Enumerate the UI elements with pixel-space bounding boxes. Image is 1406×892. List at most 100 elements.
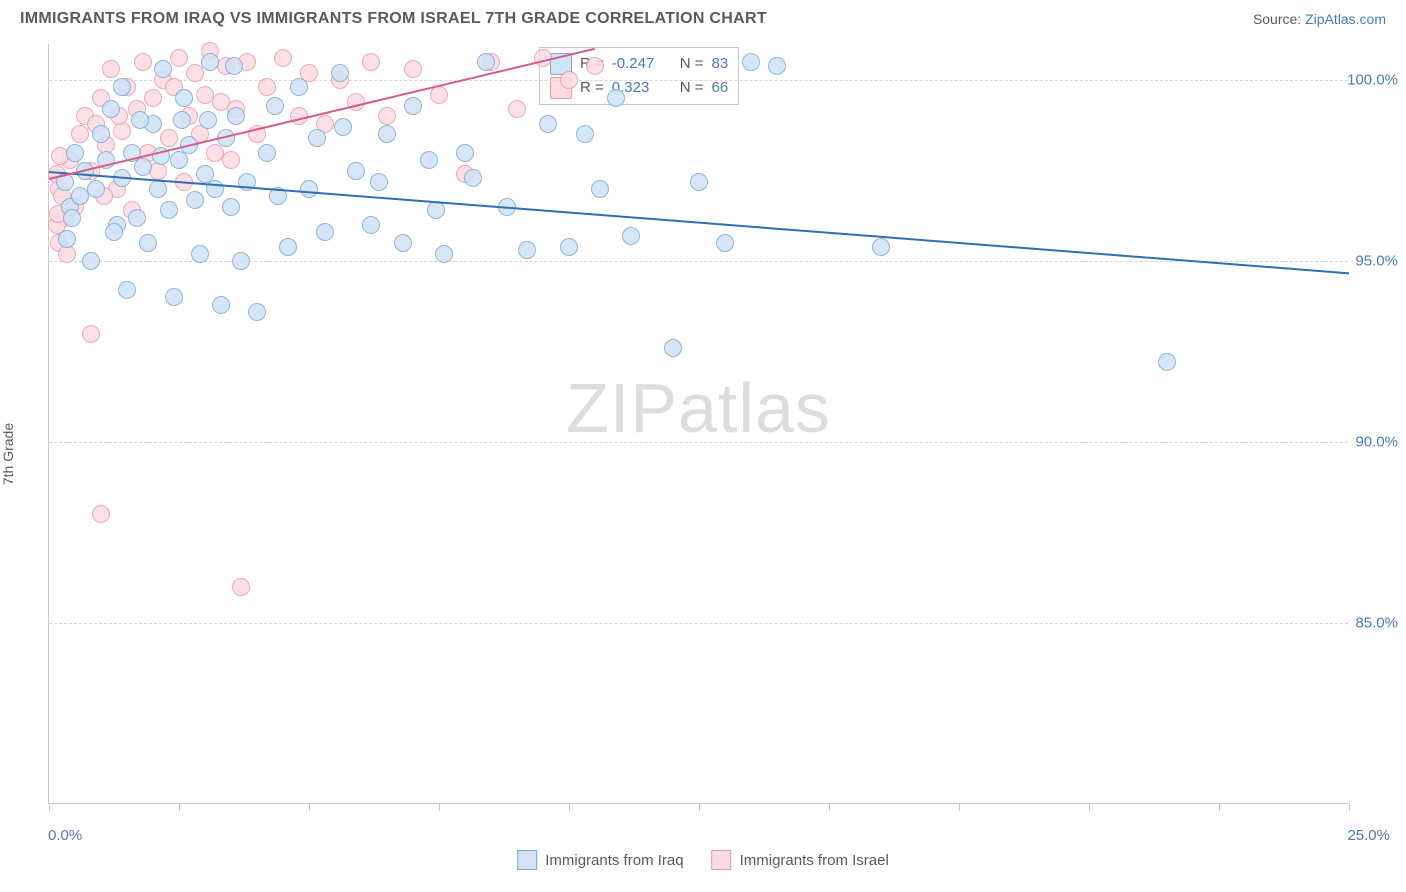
data-point	[58, 230, 76, 248]
gridline	[49, 442, 1348, 443]
data-point	[71, 125, 89, 143]
data-point	[134, 158, 152, 176]
data-point	[144, 89, 162, 107]
watermark: ZIPatlas	[566, 368, 831, 448]
data-point	[435, 245, 453, 263]
data-point	[131, 111, 149, 129]
data-point	[102, 60, 120, 78]
chart-title: IMMIGRANTS FROM IRAQ VS IMMIGRANTS FROM …	[20, 10, 767, 28]
data-point	[1158, 353, 1176, 371]
data-point	[560, 71, 578, 89]
legend-label: Immigrants from Iraq	[545, 852, 683, 869]
data-point	[378, 107, 396, 125]
series-legend: Immigrants from Iraq Immigrants from Isra…	[517, 850, 889, 870]
data-point	[464, 169, 482, 187]
data-point	[199, 111, 217, 129]
plot-region: ZIPatlas R =-0.247N =83R =0.323N =66 85.…	[48, 44, 1348, 804]
data-point	[186, 191, 204, 209]
data-point	[201, 53, 219, 71]
data-point	[518, 241, 536, 259]
chart-area: 7th Grade ZIPatlas R =-0.247N =83R =0.32…	[0, 34, 1406, 874]
data-point	[63, 209, 81, 227]
data-point	[232, 252, 250, 270]
data-point	[742, 53, 760, 71]
source-link[interactable]: ZipAtlas.com	[1305, 11, 1386, 27]
data-point	[170, 49, 188, 67]
data-point	[576, 125, 594, 143]
data-point	[664, 339, 682, 357]
data-point	[113, 78, 131, 96]
x-axis-max-label: 25.0%	[1347, 827, 1390, 844]
data-point	[222, 151, 240, 169]
x-tick	[439, 803, 440, 811]
legend-item: Immigrants from Israel	[712, 850, 889, 870]
source-attribution: Source: ZipAtlas.com	[1253, 11, 1386, 27]
data-point	[102, 100, 120, 118]
data-point	[105, 223, 123, 241]
data-point	[160, 129, 178, 147]
data-point	[404, 97, 422, 115]
data-point	[134, 53, 152, 71]
data-point	[456, 144, 474, 162]
data-point	[362, 216, 380, 234]
data-point	[139, 234, 157, 252]
x-tick	[699, 803, 700, 811]
data-point	[308, 129, 326, 147]
data-point	[560, 238, 578, 256]
data-point	[300, 180, 318, 198]
data-point	[258, 144, 276, 162]
legend-n-label: N =	[680, 52, 704, 76]
source-prefix: Source:	[1253, 11, 1305, 27]
data-point	[154, 60, 172, 78]
data-point	[622, 227, 640, 245]
data-point	[258, 78, 276, 96]
data-point	[274, 49, 292, 67]
data-point	[227, 107, 245, 125]
data-point	[427, 201, 445, 219]
data-point	[872, 238, 890, 256]
legend-row: R =-0.247N =83	[550, 52, 728, 76]
data-point	[225, 57, 243, 75]
y-tick-label: 100.0%	[1347, 72, 1398, 89]
x-tick	[959, 803, 960, 811]
data-point	[222, 198, 240, 216]
data-point	[539, 115, 557, 133]
data-point	[716, 234, 734, 252]
legend-r-value: -0.247	[612, 52, 672, 76]
x-tick	[1089, 803, 1090, 811]
data-point	[316, 223, 334, 241]
data-point	[248, 303, 266, 321]
data-point	[347, 162, 365, 180]
data-point	[690, 173, 708, 191]
legend-swatch	[712, 850, 732, 870]
x-tick	[569, 803, 570, 811]
data-point	[191, 245, 209, 263]
x-axis-min-label: 0.0%	[48, 827, 82, 844]
data-point	[92, 505, 110, 523]
x-tick	[309, 803, 310, 811]
data-point	[118, 281, 136, 299]
data-point	[149, 180, 167, 198]
legend-item: Immigrants from Iraq	[517, 850, 683, 870]
data-point	[394, 234, 412, 252]
legend-label: Immigrants from Israel	[740, 852, 889, 869]
data-point	[165, 288, 183, 306]
data-point	[508, 100, 526, 118]
x-tick	[1349, 803, 1350, 811]
data-point	[92, 125, 110, 143]
data-point	[279, 238, 297, 256]
data-point	[82, 325, 100, 343]
data-point	[586, 57, 604, 75]
legend-n-value: 83	[712, 52, 729, 76]
data-point	[212, 296, 230, 314]
data-point	[768, 57, 786, 75]
data-point	[477, 53, 495, 71]
data-point	[206, 180, 224, 198]
header: IMMIGRANTS FROM IRAQ VS IMMIGRANTS FROM …	[0, 0, 1406, 34]
y-axis-label: 7th Grade	[0, 423, 16, 485]
data-point	[186, 64, 204, 82]
data-point	[331, 64, 349, 82]
data-point	[173, 111, 191, 129]
y-tick-label: 95.0%	[1355, 253, 1398, 270]
data-point	[175, 89, 193, 107]
